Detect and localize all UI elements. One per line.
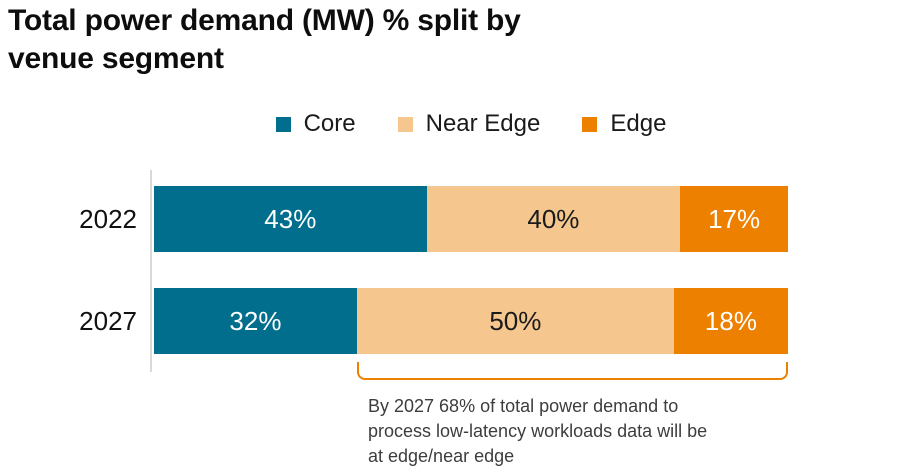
legend-label: Edge <box>610 110 667 137</box>
bar-row-2027: 32% 50% 18% <box>154 288 788 354</box>
legend-item-core: Core <box>275 110 356 138</box>
legend: Core Near Edge Edge <box>154 106 788 142</box>
legend-label: Core <box>303 110 356 137</box>
core-swatch-icon <box>275 116 291 132</box>
y-axis-line <box>150 170 152 372</box>
annotation-bracket-area <box>154 362 788 380</box>
edge-swatch-icon <box>582 116 598 132</box>
bar-row-2022: 43% 40% 17% <box>154 186 788 252</box>
legend-label: Near Edge <box>425 110 541 137</box>
category-label-2027: 2027 <box>79 305 137 336</box>
annotation-text: By 2027 68% of total power demand to pro… <box>368 396 708 466</box>
chart-title: Total power demand (MW) % split by venue… <box>8 4 521 75</box>
near-edge-swatch-icon <box>397 116 413 132</box>
category-label-2022: 2022 <box>79 203 137 234</box>
annotation-bracket <box>356 362 788 380</box>
bar-segment-edge: 18% <box>673 288 788 354</box>
bar-segment-core: 43% <box>154 186 427 252</box>
bar-segment-edge: 17% <box>680 186 788 252</box>
bar-segment-near-edge: 50% <box>356 288 674 354</box>
legend-item-near-edge: Near Edge <box>397 110 541 138</box>
bar-segment-core: 32% <box>154 288 357 354</box>
bar-segment-near-edge: 40% <box>426 186 681 252</box>
legend-item-edge: Edge <box>582 110 666 138</box>
